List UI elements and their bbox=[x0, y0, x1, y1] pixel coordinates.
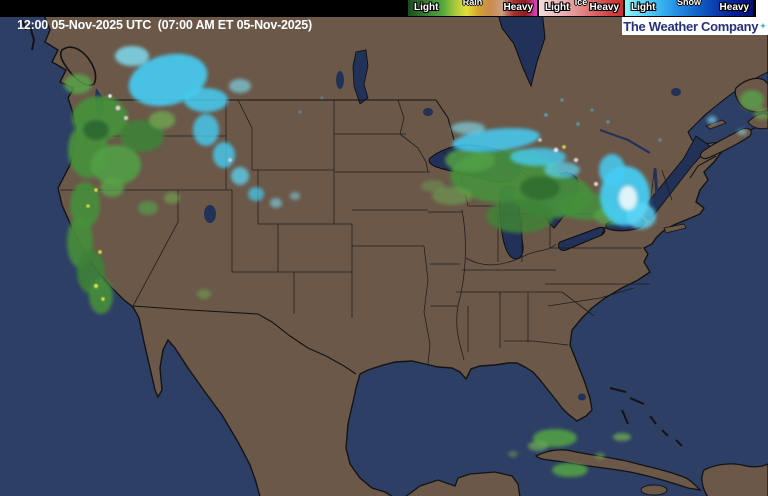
legend-rain-scale: Light Rain Heavy bbox=[408, 0, 537, 16]
ottawa-river bbox=[599, 128, 651, 154]
sparkle-icon: ✦ bbox=[759, 21, 767, 31]
ice-type-label: Ice bbox=[574, 0, 588, 7]
lake-champlain bbox=[653, 167, 659, 199]
rain-type-label: Rain bbox=[462, 0, 483, 7]
rain-heavy-label: Heavy bbox=[503, 2, 533, 13]
snow-type-label: Snow bbox=[677, 0, 701, 7]
prince-edward-island bbox=[705, 119, 727, 130]
great-salt-lake bbox=[204, 205, 216, 223]
snow-light-label: Light bbox=[631, 2, 656, 13]
james-bay bbox=[496, 9, 546, 88]
jamaica bbox=[640, 484, 668, 496]
legend-ice-scale: Light Ice Heavy bbox=[539, 0, 623, 16]
radar-precip-specks bbox=[86, 94, 662, 301]
radar-precip-rain bbox=[64, 74, 768, 477]
haida-gwaii-islands bbox=[21, 19, 36, 51]
bahamas-islands bbox=[609, 387, 683, 447]
north-america-landmass bbox=[40, 9, 768, 496]
rain-light-label: Light bbox=[414, 2, 439, 13]
legend-snow-scale: Light Snow Heavy bbox=[625, 0, 753, 16]
lake-winnipeg bbox=[352, 49, 369, 105]
ice-light-label: Light bbox=[545, 2, 570, 13]
ice-heavy-label: Heavy bbox=[589, 2, 619, 13]
us-mexico-border bbox=[132, 305, 357, 375]
weather-company-logo: The Weather Company ✦ bbox=[622, 17, 768, 35]
lac-st-jean bbox=[671, 88, 681, 96]
lake-erie bbox=[557, 227, 606, 251]
lake-okeechobee bbox=[578, 393, 586, 401]
weather-company-wordmark: The Weather Company bbox=[623, 18, 759, 34]
nova-scotia bbox=[699, 127, 752, 160]
long-island bbox=[663, 223, 687, 234]
snow-heavy-label: Heavy bbox=[719, 2, 749, 13]
timestamp-text: 12:00 05-Nov-2025 UTC (07:00 AM ET 05-No… bbox=[17, 18, 313, 32]
lake-of-the-woods bbox=[423, 108, 433, 116]
hispaniola bbox=[701, 463, 768, 496]
timestamp-bar: 12:00 05-Nov-2025 UTC (07:00 AM ET 05-No… bbox=[0, 0, 407, 32]
legend-end-spacer bbox=[756, 0, 768, 17]
yucatan-peninsula bbox=[405, 471, 521, 496]
vancouver-island bbox=[59, 46, 97, 87]
precip-legend: Light Rain Heavy Light Ice Heavy Light S… bbox=[407, 0, 756, 17]
lake-manitoba bbox=[336, 71, 344, 89]
radar-precip-snow bbox=[115, 46, 747, 229]
